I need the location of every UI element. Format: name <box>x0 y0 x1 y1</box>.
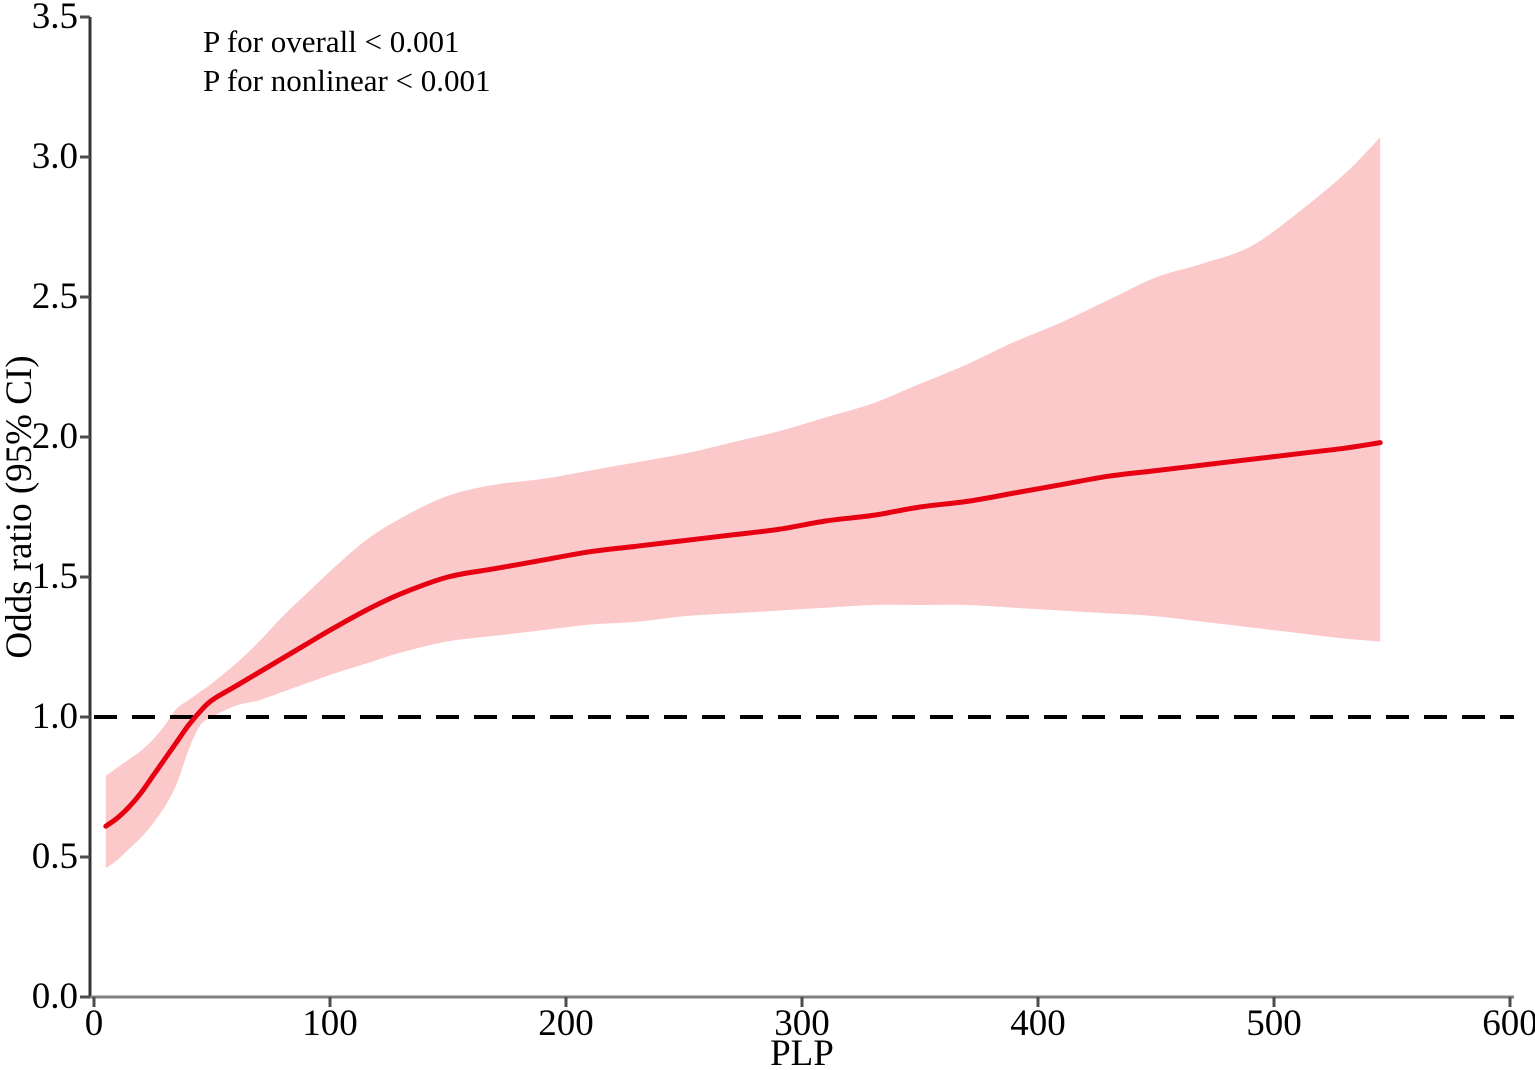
pvalue-annotation: P for overall < 0.001 P for nonlinear < … <box>203 22 491 100</box>
confidence-band <box>105 137 1381 869</box>
pvalue-nonlinear-text: P for nonlinear < 0.001 <box>203 63 491 98</box>
y-tick-label: 0.5 <box>31 836 78 877</box>
y-tick-label: 3.0 <box>31 136 78 177</box>
x-tick-label: 100 <box>302 1003 358 1044</box>
x-tick-label: 500 <box>1246 1003 1302 1044</box>
y-tick-label: 2.5 <box>31 276 78 317</box>
x-tick-label: 200 <box>538 1003 594 1044</box>
x-axis-title: PLP <box>770 1033 834 1070</box>
x-tick-label: 0 <box>84 1003 104 1044</box>
pvalue-overall-text: P for overall < 0.001 <box>203 24 460 59</box>
odds-ratio-curve <box>103 440 1383 829</box>
y-tick-label: 1.0 <box>31 696 78 737</box>
x-tick-label: 600 <box>1482 1003 1535 1044</box>
y-tick-label: 2.0 <box>31 416 78 457</box>
y-tick-label: 1.5 <box>31 556 78 597</box>
x-tick-label: 300 <box>774 1003 830 1044</box>
x-tick-label: 400 <box>1010 1003 1066 1044</box>
y-tick-label: 3.5 <box>31 0 78 37</box>
y-tick-label: 0.0 <box>31 976 78 1017</box>
